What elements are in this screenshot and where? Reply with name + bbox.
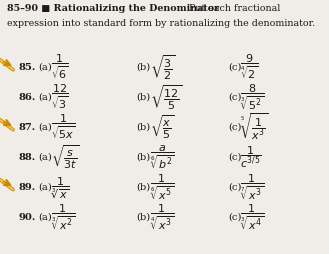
Text: $\dfrac{1}{\sqrt[6]{x^5}}$: $\dfrac{1}{\sqrt[6]{x^5}}$ <box>150 172 174 202</box>
Text: (c): (c) <box>229 213 242 222</box>
Text: $\sqrt{\dfrac{12}{5}}$: $\sqrt{\dfrac{12}{5}}$ <box>150 83 182 112</box>
Text: $\dfrac{1}{\sqrt[3]{x}}$: $\dfrac{1}{\sqrt[3]{x}}$ <box>51 175 69 200</box>
Text: (c): (c) <box>229 63 242 72</box>
Text: $\dfrac{1}{\sqrt{6}}$: $\dfrac{1}{\sqrt{6}}$ <box>51 53 69 82</box>
Text: $\dfrac{12}{\sqrt{3}}$: $\dfrac{12}{\sqrt{3}}$ <box>51 83 69 112</box>
Text: $\dfrac{1}{\sqrt[4]{x^3}}$: $\dfrac{1}{\sqrt[4]{x^3}}$ <box>150 202 174 232</box>
Text: $\sqrt{\dfrac{s}{3t}}$: $\sqrt{\dfrac{s}{3t}}$ <box>51 144 80 171</box>
Text: (b): (b) <box>137 213 151 222</box>
Text: 88.: 88. <box>18 153 35 162</box>
Text: $\sqrt{\dfrac{3}{2}}$: $\sqrt{\dfrac{3}{2}}$ <box>150 53 175 82</box>
Text: $\dfrac{1}{c^{3/5}}$: $\dfrac{1}{c^{3/5}}$ <box>240 145 262 170</box>
Text: (c): (c) <box>229 183 242 192</box>
Text: 90.: 90. <box>18 213 36 222</box>
Text: (a): (a) <box>38 93 52 102</box>
Text: expression into standard form by rationalizing the denominator.: expression into standard form by rationa… <box>7 19 315 28</box>
Text: 85–90 ■ Rationalizing the Denominator: 85–90 ■ Rationalizing the Denominator <box>7 4 219 13</box>
Text: $\dfrac{a}{\sqrt[6]{b^2}}$: $\dfrac{a}{\sqrt[6]{b^2}}$ <box>150 143 174 171</box>
Text: (c): (c) <box>229 123 242 132</box>
Text: $\dfrac{8}{\sqrt[3]{5^2}}$: $\dfrac{8}{\sqrt[3]{5^2}}$ <box>240 82 265 112</box>
Text: (b): (b) <box>137 63 151 72</box>
Text: $\dfrac{1}{\sqrt[7]{x^3}}$: $\dfrac{1}{\sqrt[7]{x^3}}$ <box>240 172 264 202</box>
Text: (b): (b) <box>137 123 151 132</box>
Text: (b): (b) <box>137 93 151 102</box>
Text: $\dfrac{9}{\sqrt[4]{2}}$: $\dfrac{9}{\sqrt[4]{2}}$ <box>240 53 259 82</box>
Text: (a): (a) <box>38 213 52 222</box>
Text: $\dfrac{1}{\sqrt{5x}}$: $\dfrac{1}{\sqrt{5x}}$ <box>51 113 76 141</box>
Text: (a): (a) <box>38 63 52 72</box>
Text: (a): (a) <box>38 153 52 162</box>
Text: $\sqrt{\dfrac{x}{5}}$: $\sqrt{\dfrac{x}{5}}$ <box>150 114 174 141</box>
Text: $\sqrt[5]{\dfrac{1}{x^3}}$: $\sqrt[5]{\dfrac{1}{x^3}}$ <box>240 112 268 143</box>
Text: (c): (c) <box>229 93 242 102</box>
Text: 86.: 86. <box>18 93 36 102</box>
Text: 85.: 85. <box>18 63 36 72</box>
Text: (b): (b) <box>137 183 151 192</box>
Text: $\dfrac{1}{\sqrt[3]{x^4}}$: $\dfrac{1}{\sqrt[3]{x^4}}$ <box>240 202 264 232</box>
Text: 89.: 89. <box>18 183 35 192</box>
Text: Put each fractional: Put each fractional <box>189 4 281 13</box>
Text: (a): (a) <box>38 183 52 192</box>
Text: 87.: 87. <box>18 123 35 132</box>
Text: $\dfrac{1}{\sqrt[3]{x^2}}$: $\dfrac{1}{\sqrt[3]{x^2}}$ <box>51 202 75 232</box>
Text: (b): (b) <box>137 153 151 162</box>
Text: (c): (c) <box>229 153 242 162</box>
Text: (a): (a) <box>38 123 52 132</box>
